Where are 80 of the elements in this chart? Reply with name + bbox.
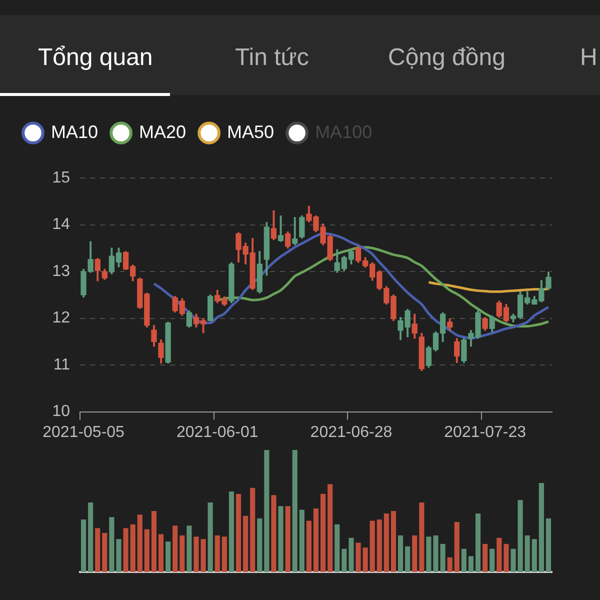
bar [370, 520, 375, 572]
bar [510, 548, 516, 572]
x-tick-label: 2021-07-23 [444, 424, 526, 441]
bar [278, 506, 284, 572]
y-tick-label: 11 [53, 356, 70, 374]
bar [214, 535, 220, 572]
bar [419, 502, 424, 572]
bar [102, 532, 108, 572]
bar [524, 535, 530, 572]
text: Tổng quan [38, 43, 153, 73]
bar [504, 544, 509, 572]
bar [306, 520, 312, 572]
bar [328, 484, 333, 572]
bar [116, 539, 122, 572]
legend-label: MA10 [51, 122, 98, 142]
bar [158, 534, 164, 572]
bar [496, 538, 502, 572]
text: Cộng đồng [388, 43, 506, 73]
bar [362, 548, 368, 572]
bar [342, 548, 347, 572]
bar [236, 494, 242, 572]
bar [490, 548, 495, 572]
bar [285, 506, 290, 572]
bar [384, 513, 389, 572]
y-tick-label: 10 [52, 403, 70, 420]
bar [123, 528, 128, 572]
bar [538, 482, 544, 572]
bar [243, 516, 248, 572]
bar [228, 491, 234, 572]
bar [468, 556, 474, 572]
bar [482, 544, 488, 572]
bar [208, 502, 213, 572]
bar [356, 542, 361, 572]
bar [299, 510, 304, 572]
bar [440, 544, 446, 572]
x-tick-label: 2021-06-28 [310, 424, 392, 441]
bar [180, 535, 185, 572]
bar [313, 508, 319, 572]
bar [398, 535, 404, 572]
bar [447, 557, 452, 572]
bar [454, 522, 460, 572]
bar [80, 520, 86, 572]
bar [109, 517, 114, 572]
bar [88, 502, 94, 572]
bar [390, 511, 396, 572]
text: Tin tức [235, 43, 309, 73]
bar [532, 539, 537, 572]
bar [518, 500, 523, 572]
bar [405, 546, 410, 572]
bar [250, 488, 256, 572]
text: H [580, 43, 598, 73]
bar [412, 535, 418, 572]
bar [151, 511, 157, 572]
bar [334, 524, 340, 572]
bar [144, 529, 150, 572]
legend-label: MA50 [227, 122, 274, 142]
bar [546, 518, 552, 572]
bar [172, 526, 178, 572]
bar [271, 495, 276, 572]
x-tick-label: 2021-06-01 [176, 424, 258, 441]
y-tick-label: 12 [52, 310, 70, 327]
bar [376, 520, 382, 572]
bar [475, 513, 481, 572]
bar [222, 536, 227, 572]
bar [186, 526, 192, 572]
bar [461, 548, 466, 572]
bar [264, 450, 270, 572]
legend-label: MA20 [139, 122, 186, 142]
bar [137, 514, 142, 572]
bar [130, 524, 136, 572]
bar [348, 538, 354, 572]
y-tick-label: 15 [52, 169, 70, 186]
bar [166, 542, 171, 572]
bar [292, 450, 298, 572]
y-tick-label: 14 [52, 216, 70, 234]
x-tick-label: 2021-05-05 [42, 424, 125, 441]
bar [320, 494, 326, 572]
bar [257, 518, 262, 572]
bar [95, 528, 100, 572]
y-tick-label: 13 [52, 262, 70, 280]
